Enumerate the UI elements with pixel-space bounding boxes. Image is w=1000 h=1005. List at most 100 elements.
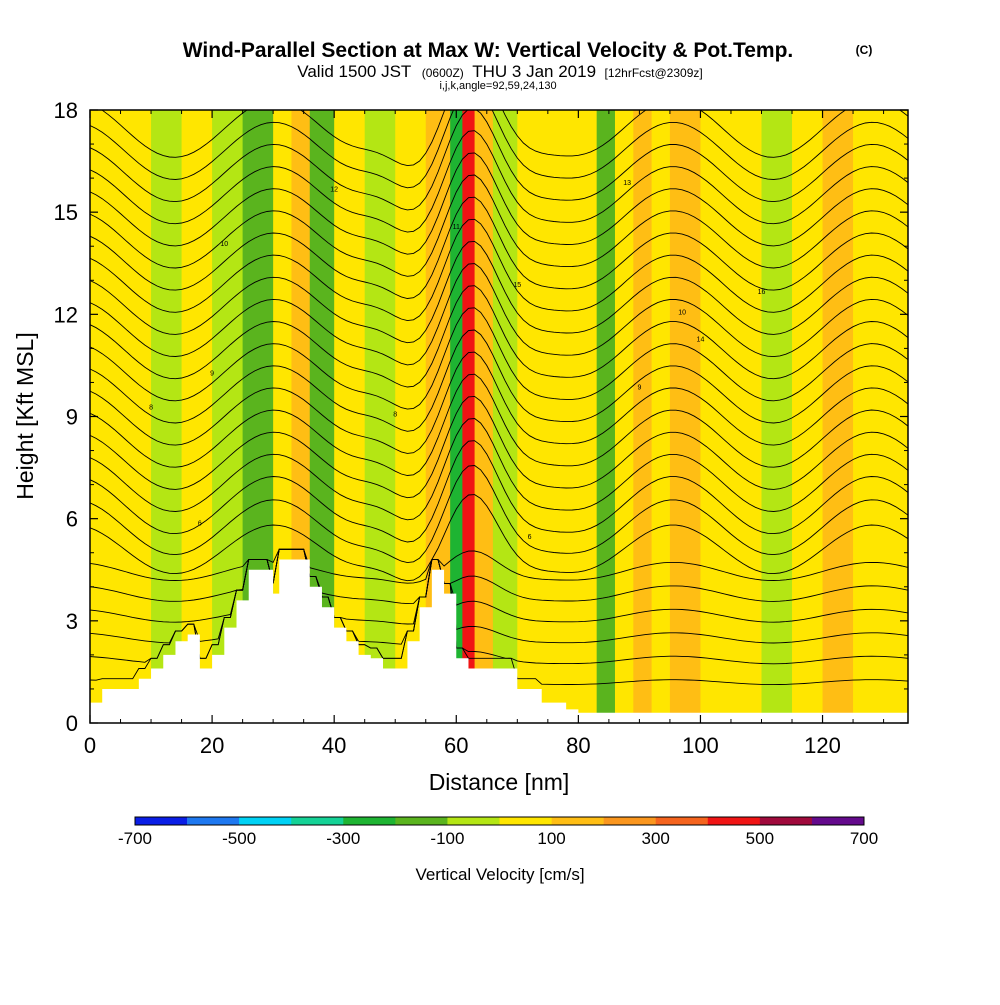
terrain: [90, 559, 908, 723]
x-tick-label: 120: [804, 733, 841, 758]
isentrope-line: [90, 465, 908, 564]
colorbar-swatch: [759, 817, 813, 825]
chart-title: Wind-Parallel Section at Max W: Vertical…: [183, 39, 794, 62]
colorbar-tick-label: -300: [326, 829, 360, 848]
contour-label: 8: [149, 405, 153, 412]
isentrope-line: [90, 351, 908, 454]
colorbar-swatch: [239, 817, 292, 825]
y-axis: 0 3 6 9 12 15 18: [54, 98, 908, 736]
contour-label: 10: [678, 309, 686, 316]
isentrope-line: [90, 196, 908, 299]
isentrope-line: [90, 263, 908, 366]
colorbar-tick-label: 100: [537, 829, 565, 848]
velocity-band: [669, 110, 701, 723]
isentrope-line: [90, 494, 908, 582]
isentrope-line: [90, 110, 908, 211]
valid-date: THU 3 Jan 2019: [472, 62, 596, 81]
y-tick-label: 12: [54, 302, 78, 327]
isentrope-contours: [90, 110, 908, 686]
contour-label: 11: [453, 224, 460, 231]
contour-label: 8: [393, 412, 397, 419]
colorbar-swatch: [655, 817, 709, 825]
contour-label: 15: [513, 282, 521, 289]
isentrope-line: [90, 152, 908, 255]
colorbar-frame: [134, 816, 865, 826]
y-tick-label: 15: [54, 200, 78, 225]
x-tick-label: 40: [322, 733, 346, 758]
x-tick-label: 60: [444, 733, 468, 758]
velocity-band: [853, 110, 885, 723]
velocity-field: [90, 110, 908, 723]
isentrope-line: [90, 548, 908, 584]
colorbar-tick-label: 300: [642, 829, 670, 848]
isentrope-line: [101, 110, 908, 167]
colorbar-swatch: [135, 817, 188, 825]
contour-label: 9: [637, 384, 641, 391]
isentrope-line: [90, 395, 908, 499]
colorbar-swatch: [187, 817, 240, 825]
colorbar-tick-label: -500: [222, 829, 256, 848]
grid-params: i,j,k,angle=92,59,24,130: [439, 80, 556, 92]
colorbar-swatch: [707, 817, 761, 825]
colorbar-tick-label: -700: [118, 829, 152, 848]
contour-label: 14: [697, 337, 705, 344]
colorbar-tick-label: -100: [430, 829, 464, 848]
velocity-band: [462, 110, 476, 723]
y-tick-label: 3: [66, 609, 78, 634]
contour-label: 6: [528, 534, 532, 541]
velocity-band: [633, 110, 653, 723]
contour-label: 16: [758, 289, 766, 296]
isentrope-line: [90, 130, 908, 233]
contour-label: 13: [623, 180, 631, 187]
contour-labels: 6 6 8 8 9 9 10 10 11 12 13 14 15 16: [149, 180, 765, 541]
velocity-band: [547, 110, 579, 723]
copyright-mark: (C): [856, 43, 873, 57]
colorbar-swatch: [291, 817, 344, 825]
x-axis-label: Distance [nm]: [429, 769, 570, 795]
colorbar-swatch: [343, 817, 396, 825]
contour-label: 10: [220, 241, 228, 248]
velocity-band: [450, 110, 463, 723]
isentrope-line: [90, 548, 908, 645]
colorbar-swatch: [395, 817, 448, 825]
velocity-band: [730, 110, 762, 723]
y-tick-label: 0: [66, 711, 78, 736]
chart-subtitle: Valid 1500 JST (0600Z) THU 3 Jan 2019 [1…: [297, 62, 702, 81]
x-tick-label: 80: [566, 733, 590, 758]
velocity-band: [700, 110, 732, 723]
x-tick-label: 0: [84, 733, 96, 758]
velocity-band: [761, 110, 793, 723]
velocity-band: [474, 110, 494, 723]
colorbar-swatch: [447, 817, 500, 825]
velocity-band: [181, 110, 213, 723]
colorbar-tick-label: 500: [746, 829, 774, 848]
velocity-band: [651, 110, 671, 723]
velocity-band: [596, 110, 616, 723]
isentrope-line: [90, 218, 908, 322]
velocity-band: [822, 110, 854, 723]
valid-utc: (0600Z): [422, 66, 464, 80]
isentrope-line: [90, 440, 908, 543]
y-tick-label: 6: [66, 507, 78, 532]
colorbar-swatch: [551, 817, 604, 825]
velocity-band: [364, 110, 396, 723]
colorbar-swatch: [603, 817, 657, 825]
forecast-info: [12hrFcst@2309z]: [604, 66, 702, 80]
velocity-band: [614, 110, 634, 723]
isentrope-line: [90, 174, 908, 277]
y-axis-label: Height [Kft MSL]: [12, 332, 38, 499]
y-tick-label: 18: [54, 98, 78, 123]
contour-label: 9: [210, 371, 214, 378]
x-tick-label: 100: [682, 733, 719, 758]
isentrope-line: [90, 548, 908, 605]
velocity-band: [578, 110, 598, 723]
isentrope-line: [90, 110, 908, 189]
isentrope-line: [90, 548, 908, 625]
contour-label: 12: [330, 187, 338, 194]
velocity-band: [492, 110, 518, 723]
isentrope-line: [90, 329, 908, 432]
colorbar-title: Vertical Velocity [cm/s]: [415, 865, 584, 884]
velocity-band: [334, 110, 366, 723]
colorbar-tick-label: 700: [850, 829, 878, 848]
